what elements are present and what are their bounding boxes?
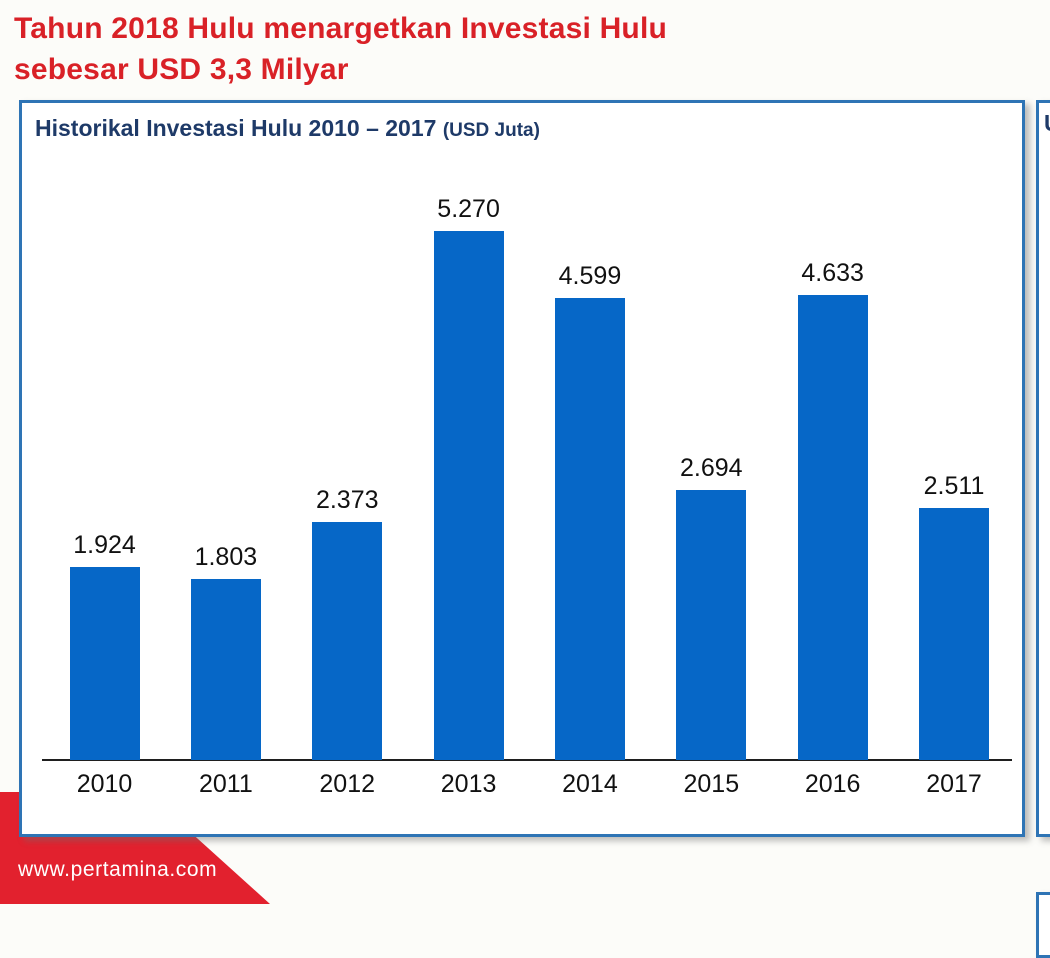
x-axis-label-2015: 2015 [683, 770, 740, 798]
bar-value-label-2015: 2.694 [680, 454, 743, 482]
bar-chart: 1.924 2010 1.803 2011 2.373 2012 5.270 2013 4.59… [22, 103, 1022, 834]
bar-2015 [676, 490, 747, 760]
bar-value-label-2013: 5.270 [437, 195, 500, 223]
x-axis-label-2011: 2011 [198, 770, 253, 798]
bar-value-label-2010: 1.924 [73, 531, 136, 559]
bar-value-label-2011: 1.803 [194, 543, 258, 571]
bar-2011 [190, 579, 261, 760]
chart-title: Historikal Investasi Hulu 2010 – 2017 (U… [35, 115, 540, 142]
right-panel-title-fragment: U [1044, 110, 1050, 137]
slide: { "header": { "title_line1": "Tahun 2018… [0, 8, 1050, 958]
bar-2013 [433, 231, 504, 760]
chart-panel: Historikal Investasi Hulu 2010 – 2017 (U… [19, 100, 1025, 837]
x-axis-label-2016: 2016 [804, 770, 861, 798]
right-panel-fragment: U [1036, 100, 1050, 837]
x-axis-line [42, 759, 1012, 761]
bar-value-label-2014: 4.599 [558, 262, 622, 290]
page-title-line-2: sebesar USD 3,3 Milyar [14, 53, 349, 86]
page-title: Tahun 2018 Hulu menargetkan Investasi Hu… [14, 8, 914, 90]
chart-title-unit: (USD Juta) [442, 120, 540, 141]
x-axis-label-2017: 2017 [926, 770, 982, 798]
bar-2010 [69, 567, 140, 760]
bar-2012 [312, 522, 383, 760]
bar-2016 [797, 295, 868, 760]
right-lower-panel-fragment [1036, 892, 1050, 958]
website-url: www.pertamina.com [18, 858, 218, 881]
bar-value-label-2016: 4.633 [801, 259, 864, 287]
bar-value-label-2017: 2.511 [923, 472, 985, 500]
x-axis-label-2012: 2012 [319, 770, 376, 798]
x-axis-label-2010: 2010 [76, 770, 133, 798]
bar-2014 [554, 298, 625, 760]
chart-title-text: Historikal Investasi Hulu 2010 – 2017 [35, 115, 437, 141]
bar-2017 [919, 508, 990, 760]
bar-value-label-2012: 2.373 [315, 486, 379, 514]
x-axis-label-2014: 2014 [562, 770, 618, 798]
page-title-line-1: Tahun 2018 Hulu menargetkan Investasi Hu… [14, 12, 668, 45]
x-axis-label-2013: 2013 [440, 770, 497, 798]
